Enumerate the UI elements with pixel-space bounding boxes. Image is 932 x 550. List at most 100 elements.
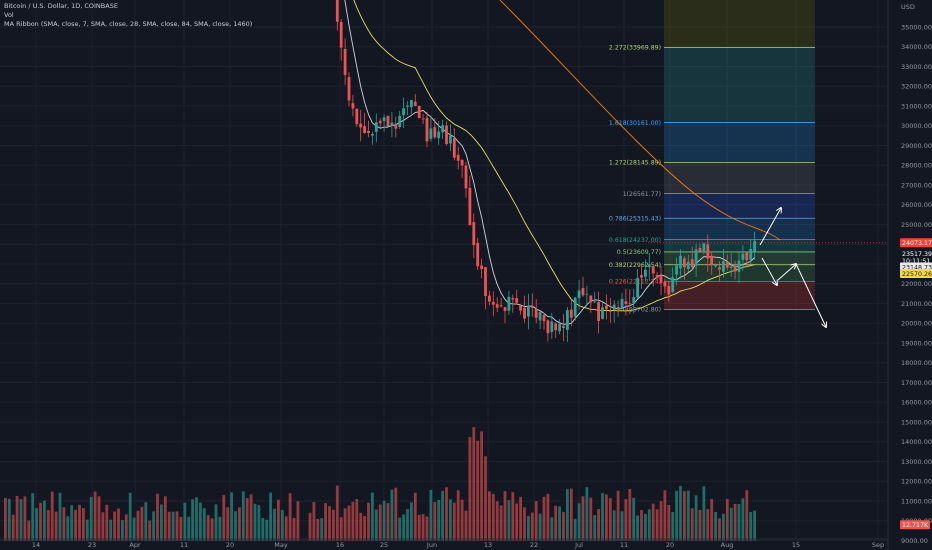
candle-body: [593, 301, 597, 303]
volume-bar: [737, 504, 741, 541]
candle-body: [651, 266, 655, 274]
y-tick-label: 31000.00: [901, 102, 932, 110]
volume-bar: [406, 509, 409, 541]
volume-tag-box: [900, 520, 930, 530]
volume-bar: [569, 488, 573, 541]
candle-body: [335, 0, 339, 22]
candle-body: [339, 22, 343, 48]
volume-bar: [456, 490, 460, 541]
volume-bar: [269, 492, 272, 541]
candle-body: [413, 101, 417, 106]
volume-bar: [245, 498, 249, 541]
volume-bar: [554, 505, 558, 541]
fibonacci-extension: 0.226(22112.24) 0.382(22962.54) 0.5(23609.…: [609, 0, 815, 314]
candle-body: [702, 243, 706, 252]
candlestick-series: [335, 0, 756, 342]
volume-bar: [488, 491, 491, 541]
volume-bar: [460, 499, 464, 541]
volume-bar: [78, 504, 81, 541]
volume-bar: [11, 514, 15, 541]
candle-body: [718, 267, 721, 270]
volume-bar: [85, 519, 89, 541]
volume-bar: [620, 511, 624, 541]
candle-body: [722, 261, 725, 272]
symbol-title[interactable]: Bitcoin / U.S. Dollar, 1D, COINBASE: [4, 2, 118, 10]
y-tick-label: 20000.00: [901, 320, 932, 328]
volume-bar: [484, 456, 487, 541]
y-tick-label: 21000.00: [901, 300, 932, 308]
x-tick-label: Aug: [721, 541, 734, 549]
y-tick-label: 19000.00: [901, 339, 932, 347]
volume-bar: [171, 511, 175, 541]
volume-bar: [683, 491, 686, 541]
candle-body: [566, 310, 569, 330]
candle-body: [359, 123, 363, 128]
y-tick-label: 17000.00: [901, 379, 932, 387]
candle-body: [694, 249, 698, 266]
volume-bar: [729, 507, 733, 541]
volume-bar: [19, 499, 23, 541]
fib-zone: [664, 281, 815, 310]
volume-bar: [206, 515, 210, 541]
volume-bar: [445, 487, 448, 541]
fib-zero-label: 0(20702.80): [623, 307, 661, 314]
fib-zone: [664, 251, 815, 265]
volume-bar: [640, 510, 643, 541]
candle-body: [421, 118, 425, 120]
x-tick-label: 11: [620, 541, 628, 549]
volume-bar: [328, 506, 331, 541]
y-tick-label: 35000.00: [901, 23, 932, 31]
volume-bar: [452, 502, 456, 541]
volume-bar: [121, 520, 124, 541]
volume-bar: [31, 493, 35, 541]
volume-bar: [148, 520, 152, 541]
x-tick-label: 15: [792, 541, 800, 549]
volume-bar: [316, 518, 320, 541]
volume-bar: [628, 489, 632, 541]
volume-bar: [351, 501, 355, 541]
x-tick-label: May: [274, 541, 288, 549]
fib-zone: [664, 162, 815, 194]
candle-body: [351, 103, 355, 109]
volume-bar: [202, 508, 206, 541]
x-tick-label: 20: [226, 541, 234, 549]
candle-body: [667, 285, 671, 295]
volume-bar: [546, 493, 550, 541]
volume-bar: [550, 517, 554, 541]
volume-bar: [702, 486, 706, 541]
candle-body: [527, 305, 530, 317]
volume-bar: [601, 493, 604, 541]
volume-bar: [527, 515, 530, 541]
ma-ribbon-legend[interactable]: MA Ribbon (SMA, close, 7, SMA, close, 28…: [4, 20, 253, 28]
x-tick-label: 13: [484, 541, 492, 549]
volume-bar: [632, 497, 636, 541]
y-tick-label: 34000.00: [901, 43, 932, 51]
volume-bar: [363, 515, 366, 541]
volume-bar: [468, 437, 472, 541]
volume-bar: [398, 517, 402, 541]
x-tick-label: Apr: [129, 541, 141, 549]
y-tick-label: 11000.00: [901, 497, 932, 505]
y-tick-label: 25000.00: [901, 221, 932, 229]
candle-body: [546, 320, 550, 334]
y-tick-label: 29000.00: [901, 142, 932, 150]
volume-bar: [230, 492, 233, 541]
candle-body: [554, 323, 558, 331]
volume-bar: [132, 517, 136, 541]
candle-body: [456, 154, 460, 161]
volume-bar: [534, 501, 538, 541]
candle-body: [499, 305, 503, 307]
fib-level-label: 1.618(30161.00): [609, 120, 661, 127]
volume-bar: [359, 512, 363, 541]
volume-bar: [749, 512, 753, 541]
volume-bar: [566, 489, 569, 541]
price-tag: 22570.26: [902, 271, 932, 278]
time-axis[interactable]: 14 23 Apr 11 20 May 16 25 Jun 13 22 Jul 11 20 Aug 15 Sep: [0, 538, 888, 549]
candle-body: [558, 323, 561, 332]
candle-body: [686, 261, 690, 270]
volume-bar: [429, 489, 433, 541]
y-tick-label: 18000.00: [901, 359, 932, 367]
volume-bar: [542, 496, 546, 541]
volume-legend[interactable]: Vol: [4, 11, 14, 19]
